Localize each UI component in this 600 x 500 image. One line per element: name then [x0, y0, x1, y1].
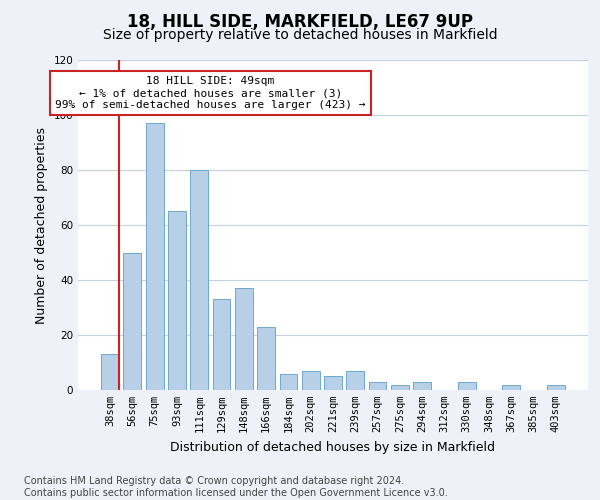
Bar [547, 384, 565, 390]
Bar [257, 327, 275, 390]
Bar [502, 384, 520, 390]
Bar [346, 371, 364, 390]
Bar [302, 371, 320, 390]
Bar [101, 354, 119, 390]
Bar [413, 382, 431, 390]
Text: Contains HM Land Registry data © Crown copyright and database right 2024.
Contai: Contains HM Land Registry data © Crown c… [24, 476, 448, 498]
Bar [168, 211, 186, 390]
Y-axis label: Number of detached properties: Number of detached properties [35, 126, 48, 324]
Bar [190, 170, 208, 390]
Bar [280, 374, 298, 390]
Bar [146, 123, 164, 390]
Bar [458, 382, 476, 390]
Bar [391, 384, 409, 390]
X-axis label: Distribution of detached houses by size in Markfield: Distribution of detached houses by size … [170, 440, 496, 454]
Text: 18 HILL SIDE: 49sqm
← 1% of detached houses are smaller (3)
99% of semi-detached: 18 HILL SIDE: 49sqm ← 1% of detached hou… [55, 76, 365, 110]
Bar [235, 288, 253, 390]
Text: 18, HILL SIDE, MARKFIELD, LE67 9UP: 18, HILL SIDE, MARKFIELD, LE67 9UP [127, 12, 473, 30]
Text: Size of property relative to detached houses in Markfield: Size of property relative to detached ho… [103, 28, 497, 42]
Bar [368, 382, 386, 390]
Bar [324, 376, 342, 390]
Bar [124, 252, 142, 390]
Bar [212, 299, 230, 390]
